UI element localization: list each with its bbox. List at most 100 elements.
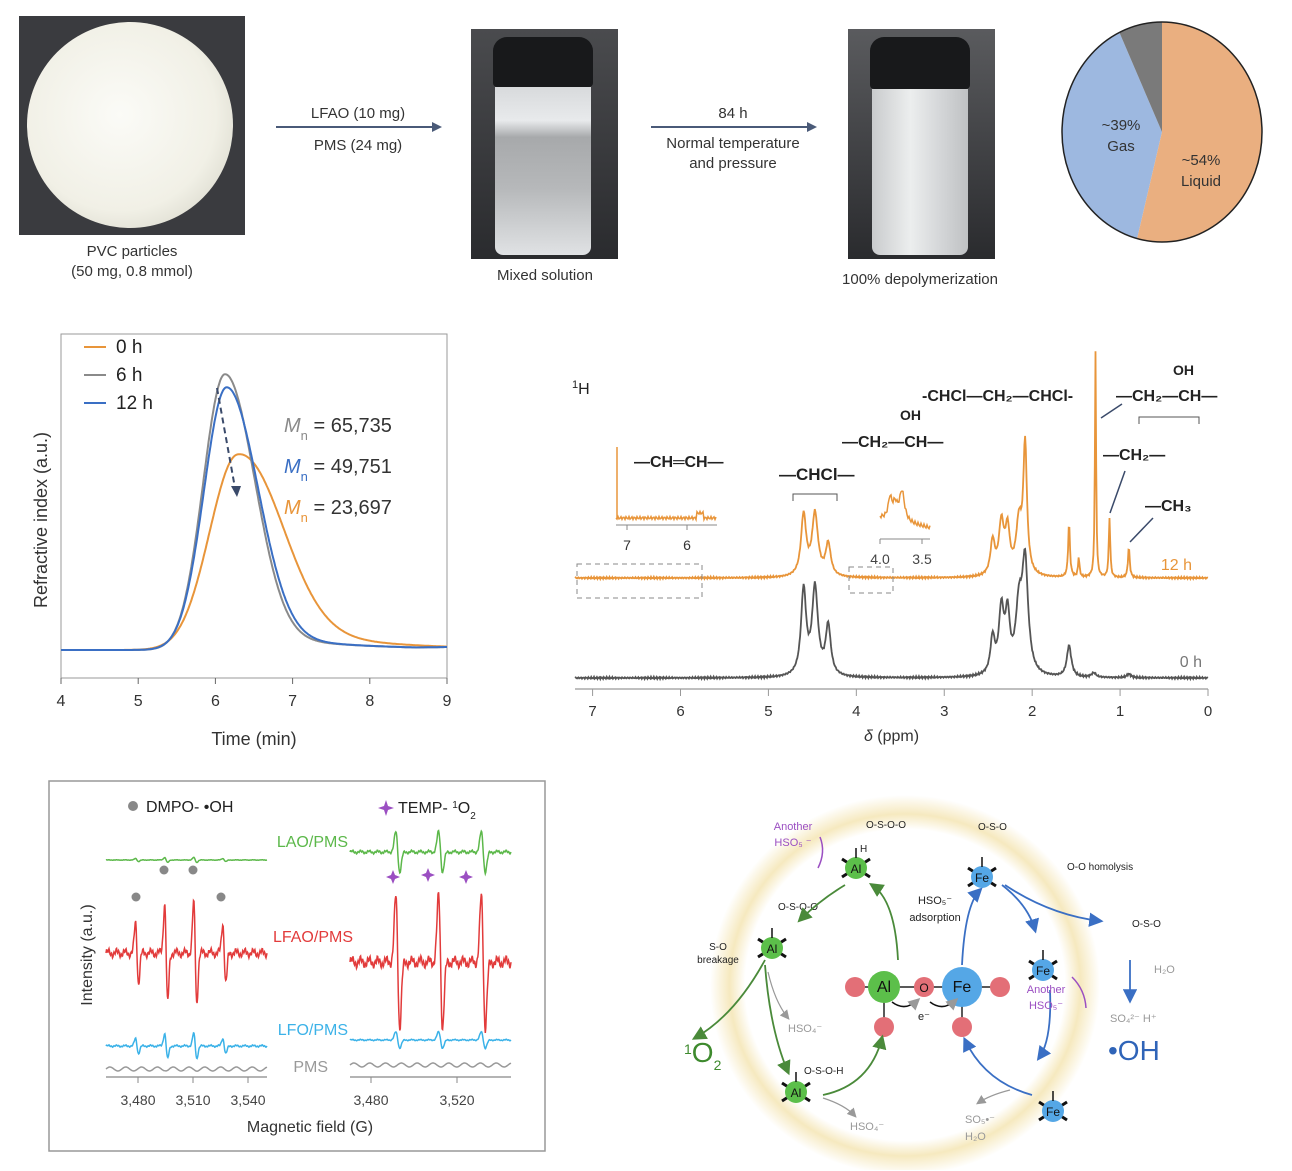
gpc-x-tick-label: 5: [134, 693, 143, 710]
nmr-assign-ch2-choh-right: —CH₂—CH—: [1116, 388, 1217, 405]
inset2-tick-label: 4.0: [870, 551, 890, 567]
bridging-oxygen-atom: [914, 977, 934, 997]
nucleus: H: [578, 381, 590, 398]
green-arrow-to-singlet-oxygen: [691, 959, 766, 1040]
mn-subscript: n: [301, 469, 308, 484]
green-arrow: [822, 1034, 887, 1096]
nmr-x-tick-label: 4: [852, 703, 860, 720]
superscript: 1: [684, 1041, 692, 1057]
nmr-bracket-ch2: [1138, 416, 1200, 424]
depolymerization-caption: 100% depolymerization: [842, 271, 998, 288]
al-site-adsorbed-label: Al: [851, 862, 862, 876]
pie-label-gas-name: Gas: [1107, 138, 1135, 155]
mn-value: = 49,751: [308, 456, 392, 478]
vial-body: [495, 87, 591, 255]
epr-spectrum-lfao-pms: [105, 898, 268, 1004]
epr-label-lao: LAO/PMS: [277, 834, 348, 851]
label-so5-radical: SO₅•⁻: [965, 1114, 995, 1126]
al-site-breakage: [761, 937, 783, 959]
so4-fragment: O-S-O: [978, 822, 1007, 833]
label-another-hso5-top-line2: HSO₅ ⁻: [774, 837, 811, 849]
gpc-x-tick-label: 7: [288, 693, 297, 710]
inset1-tick-label: 7: [623, 537, 631, 553]
inset1-spectrum: [615, 509, 717, 523]
epr-label-pms: PMS: [293, 1059, 328, 1076]
pie-slice-other: [1119, 22, 1162, 132]
nmr-zoom-box-1: [576, 563, 703, 599]
oxygen-atom: [990, 977, 1010, 997]
epr-tick-label: 3,520: [439, 1092, 474, 1108]
label-so-breakage-line2: breakage: [697, 955, 739, 966]
vial-cap: [493, 37, 593, 87]
label-another-hso5-bottom-line1: Another: [1027, 984, 1066, 996]
nmr-spectrum-12h: [574, 351, 1209, 582]
label-another-hso5-top-line1: Another: [774, 821, 813, 833]
reaction-ring: [710, 795, 1100, 1170]
temp-peak-marker: [421, 868, 435, 882]
label-hso4-2: HSO₄⁻: [850, 1121, 884, 1133]
nmr-x-tick-label: 1: [1116, 703, 1124, 720]
epr-legend-dmpo: DMPO- •OH: [146, 799, 233, 816]
bridging-oxygen-atom-label: O: [919, 981, 928, 995]
epr-chart: 3,480 3,510 3,540 3,480 3,520 Magnetic field …: [48, 780, 546, 1152]
mixed-solution-photo: [471, 29, 618, 259]
dmpo-peak-marker: [159, 865, 169, 875]
mn-subscript: n: [301, 510, 308, 525]
epr-legend-temp: TEMP- 1O2: [398, 800, 476, 822]
gpc-x-tick-label: 9: [443, 693, 452, 710]
gpc-mn-annotation: Mn = 23,697: [284, 497, 392, 525]
gpc-chart: 4 5 6 7 8 9 Time (min) Refractive index (a.u.) 0…: [31, 333, 452, 749]
al-center-atom-label: Al: [877, 979, 891, 996]
fe-site-oh-label: Fe: [1036, 964, 1050, 978]
product-distribution-pie: ~39% Gas ~54% Liquid: [1061, 21, 1263, 243]
superscript: 1: [452, 800, 458, 811]
al-site-adsorbed: [845, 857, 867, 879]
pie-slice-liquid: [1137, 22, 1262, 243]
epr-tick-label: 3,480: [120, 1092, 155, 1108]
fe-site-end: [1042, 1100, 1064, 1122]
delta-symbol: δ: [864, 728, 874, 745]
al-center-atom: [868, 971, 900, 1003]
grey-arrow: [822, 1097, 857, 1118]
arrow2-bottom-line2: and pressure: [689, 155, 777, 172]
epr-spectrum-pms: [349, 1062, 512, 1068]
superscript: 1: [572, 379, 578, 391]
nmr-zoom-box-2: [848, 566, 894, 594]
oxygen-atom: [952, 1017, 972, 1037]
epr-x-axis-label: Magnetic field (G): [247, 1119, 373, 1136]
electron-arrow-1: [891, 997, 921, 1011]
mn-value: = 23,697: [308, 497, 392, 519]
grey-arrow: [767, 971, 790, 1020]
hso5-fragment: O-S-O-O: [866, 820, 906, 831]
gpc-legend-label: 6 h: [116, 365, 142, 386]
pvc-caption-line1: PVC particles: [86, 243, 178, 260]
subscript: 2: [714, 1057, 722, 1073]
mn-value: = 65,735: [308, 415, 392, 437]
pvc-caption-line2: (50 mg, 0.8 mmol): [71, 263, 193, 280]
gpc-mn-annotation: Mn = 49,751: [284, 456, 392, 484]
nmr-label-12h: 12 h: [1161, 557, 1192, 574]
dmpo-peak-marker: [216, 892, 226, 902]
nmr-x-tick-label: 6: [676, 703, 684, 720]
gpc-plot-frame: [60, 333, 448, 679]
reaction-arrow-2: [651, 122, 817, 132]
label-hso5-adsorption-line1: HSO₅⁻: [918, 895, 952, 907]
label-h2o-1: H₂O: [965, 1131, 986, 1143]
temp-prefix: TEMP-: [398, 800, 452, 817]
ppm-unit: (ppm): [873, 728, 919, 745]
label-oo-homolysis: O-O homolysis: [1067, 862, 1133, 873]
epr-spectrum-lfo-pms: [349, 1030, 512, 1051]
al-site-after-label: Al: [791, 1086, 802, 1100]
temp-marker-icon: [378, 800, 394, 816]
arrow2-top-label: 84 h: [718, 105, 748, 122]
inset2-tick-label: 3.5: [912, 551, 932, 567]
blue-arrow: [961, 887, 983, 966]
green-arrow: [764, 964, 791, 1076]
nmr-assign-ch2-chcl: -CHCl—CH₂—CHCl-: [922, 388, 1073, 405]
pie-outline: [1061, 21, 1263, 243]
nmr-x-tick-label: 3: [940, 703, 948, 720]
temp-peak-marker: [459, 870, 473, 884]
electron-arrow-2: [929, 997, 959, 1011]
epr-y-axis-label: Intensity (a.u.): [79, 904, 96, 1005]
al-site-after: [785, 1081, 807, 1103]
